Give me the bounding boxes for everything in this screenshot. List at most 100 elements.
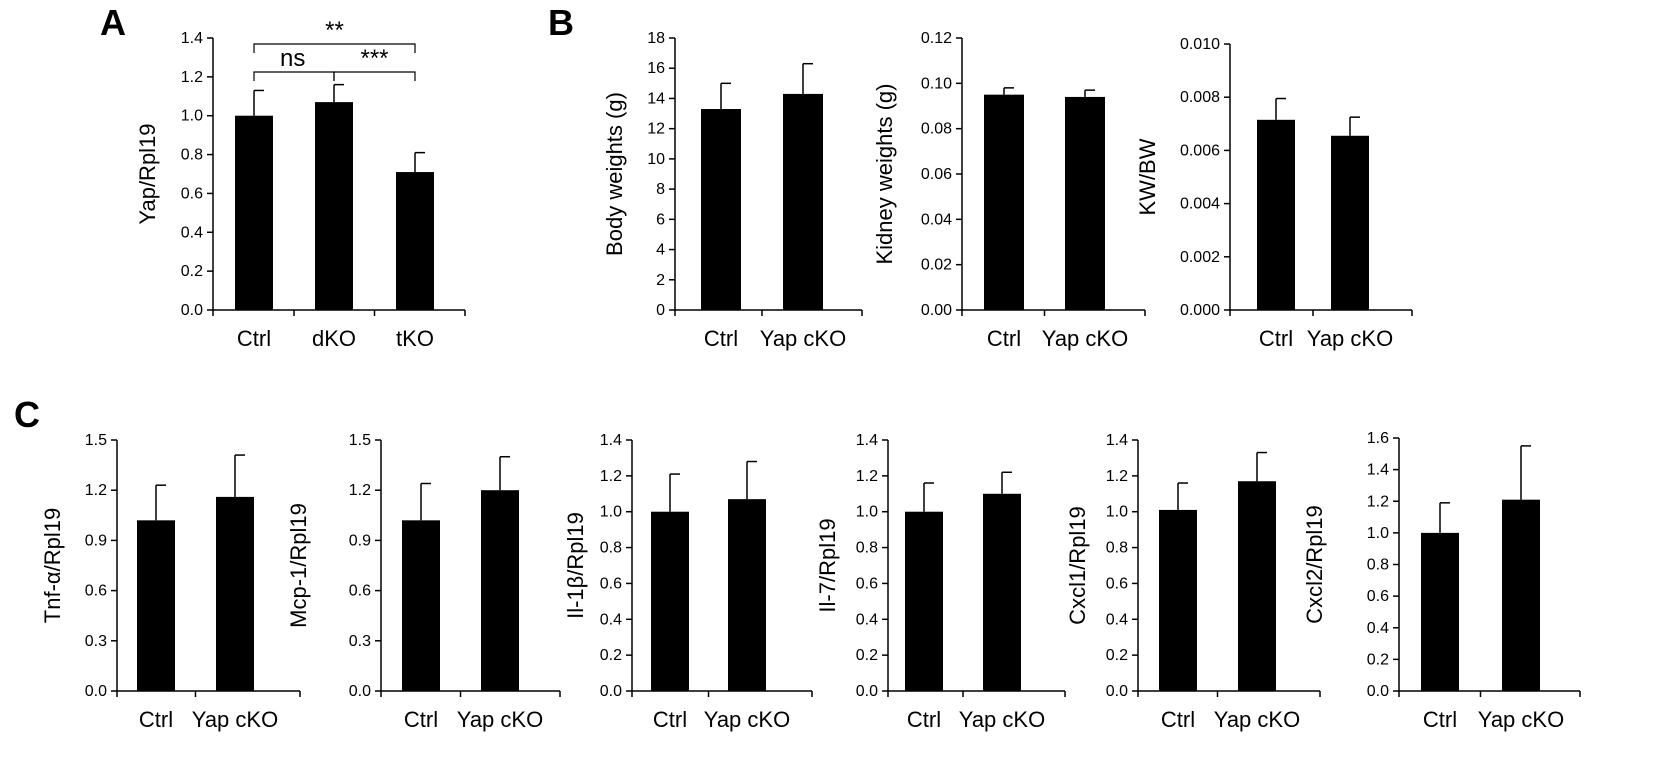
category-label: Ctrl: [404, 707, 438, 732]
y-axis-title: Il-7/Rpl19: [815, 518, 840, 612]
category-label: Ctrl: [653, 707, 687, 732]
bar: [905, 511, 943, 691]
y-tick-label: 0.004: [1180, 196, 1220, 213]
category-label: Ctrl: [237, 326, 271, 351]
y-tick-label: 0.4: [600, 611, 622, 628]
y-tick-label: 0.6: [181, 185, 203, 202]
bar: [216, 496, 254, 691]
y-tick-label: 1.6: [1367, 430, 1389, 447]
y-tick-label: 16: [647, 60, 665, 77]
panel-label-c: C: [14, 394, 40, 435]
y-tick-label: 1.0: [1367, 525, 1389, 542]
bar: [984, 94, 1024, 311]
y-tick-label: 0.0: [181, 302, 203, 319]
y-tick-label: 0.6: [856, 575, 878, 592]
bar: [402, 520, 440, 691]
bar: [1238, 481, 1276, 691]
y-tick-label: 0.4: [1367, 620, 1389, 637]
y-tick-label: 0.00: [921, 302, 952, 319]
y-tick-label: 1.4: [1106, 432, 1128, 449]
y-tick-label: 1.0: [856, 504, 878, 521]
y-tick-label: 0.06: [921, 166, 952, 183]
y-tick-label: 0.3: [85, 633, 107, 650]
category-label: dKO: [312, 326, 356, 351]
category-label: Ctrl: [907, 707, 941, 732]
bar: [1257, 119, 1295, 310]
y-tick-label: 12: [647, 121, 665, 138]
y-tick-label: 0.2: [856, 647, 878, 664]
bar: [728, 499, 766, 691]
y-tick-label: 1.0: [600, 504, 622, 521]
y-tick-label: 1.4: [1367, 462, 1389, 479]
y-tick-label: 1.2: [181, 69, 203, 86]
y-tick-label: 0.8: [856, 540, 878, 557]
bar: [1331, 135, 1369, 310]
y-tick-label: 0.002: [1180, 249, 1220, 266]
category-label: Yap cKO: [760, 326, 846, 351]
y-tick-label: 1.2: [1106, 468, 1128, 485]
category-label: Yap cKO: [1214, 707, 1300, 732]
y-axis-title: Yap/Rpl19: [135, 123, 160, 224]
bar: [783, 93, 823, 311]
bar: [1502, 499, 1540, 691]
category-label: Ctrl: [1259, 326, 1293, 351]
y-tick-label: 1.2: [85, 482, 107, 499]
y-tick-label: 1.2: [600, 468, 622, 485]
y-tick-label: 0.0: [85, 683, 107, 700]
y-tick-label: 0.6: [349, 583, 371, 600]
y-tick-label: 1.2: [1367, 493, 1389, 510]
y-axis-title: Cxcl2/Rpl19: [1302, 505, 1327, 624]
y-axis-title: Cxcl1/Rpl19: [1065, 506, 1090, 625]
panel-label-b: B: [548, 2, 574, 43]
y-tick-label: 0.10: [921, 75, 952, 92]
y-tick-label: 1.5: [349, 432, 371, 449]
y-tick-label: 0.8: [1367, 557, 1389, 574]
y-tick-label: 6: [656, 211, 665, 228]
y-tick-label: 0.6: [85, 583, 107, 600]
panel-label-a: A: [100, 2, 126, 43]
y-tick-label: 0.2: [1367, 651, 1389, 668]
category-label: Yap cKO: [192, 707, 278, 732]
y-tick-label: 1.2: [349, 482, 371, 499]
y-tick-label: 0.6: [1106, 575, 1128, 592]
significance-bracket: [333, 71, 416, 81]
y-tick-label: 14: [647, 90, 665, 107]
y-tick-label: 2: [656, 272, 665, 289]
y-tick-label: 0.2: [1106, 647, 1128, 664]
y-tick-label: 0.8: [1106, 540, 1128, 557]
significance-label: **: [325, 17, 344, 44]
y-tick-label: 0.8: [600, 540, 622, 557]
category-label: Yap cKO: [1042, 326, 1128, 351]
y-tick-label: 0.0: [349, 683, 371, 700]
y-tick-label: 1.4: [181, 30, 203, 47]
y-tick-label: 0.000: [1180, 302, 1220, 319]
category-label: Ctrl: [704, 326, 738, 351]
y-tick-label: 0.4: [181, 224, 203, 241]
bar: [481, 490, 519, 691]
y-tick-label: 1.4: [856, 432, 878, 449]
bar: [651, 511, 689, 691]
category-label: Ctrl: [1161, 707, 1195, 732]
y-tick-label: 1.4: [600, 432, 622, 449]
y-tick-label: 0.4: [1106, 611, 1128, 628]
category-label: Ctrl: [987, 326, 1021, 351]
significance-label: ***: [360, 45, 388, 72]
significance-label: ns: [280, 45, 305, 72]
bar: [1421, 532, 1459, 691]
bar: [396, 172, 434, 310]
bar: [701, 109, 741, 311]
y-tick-label: 0.12: [921, 30, 952, 47]
y-tick-label: 1.0: [181, 108, 203, 125]
y-tick-label: 0.6: [600, 575, 622, 592]
y-tick-label: 0.0: [1106, 683, 1128, 700]
y-tick-label: 1.2: [856, 468, 878, 485]
category-label: Ctrl: [1423, 707, 1457, 732]
bar: [983, 493, 1021, 691]
y-tick-label: 0: [656, 302, 665, 319]
y-tick-label: 0.4: [856, 611, 878, 628]
y-axis-title: KW/BW: [1135, 138, 1160, 215]
y-tick-label: 4: [656, 242, 665, 259]
category-label: Yap cKO: [704, 707, 790, 732]
y-axis-title: Body weights (g): [602, 92, 627, 256]
